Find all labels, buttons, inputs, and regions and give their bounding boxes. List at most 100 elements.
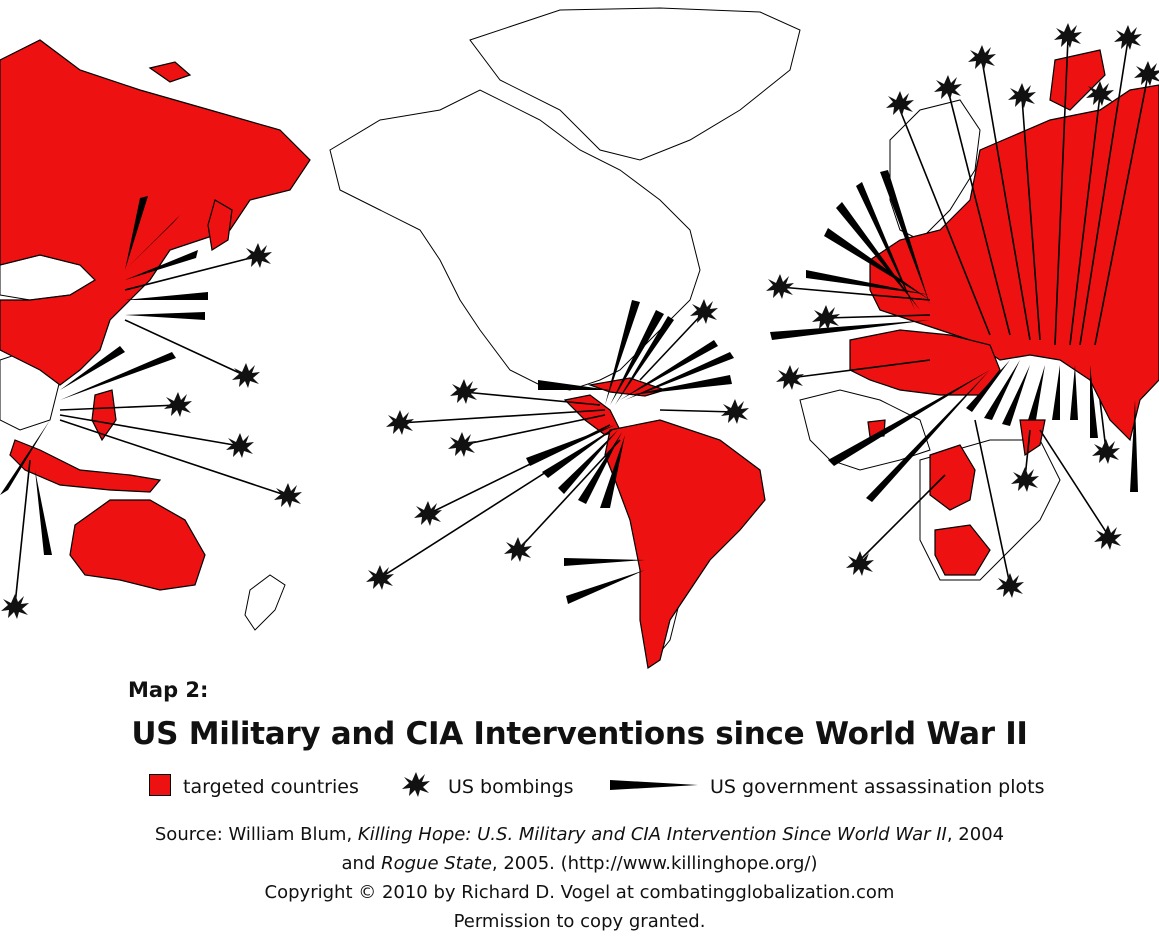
permission-line: Permission to copy granted. <box>453 911 706 932</box>
explosion-icon <box>690 299 718 324</box>
plot-wedge <box>125 215 180 270</box>
plot-wedge <box>966 360 1010 412</box>
source-line: Source: William Blum, Killing Hope: U.S.… <box>0 820 1159 849</box>
philippines <box>91 389 117 442</box>
bombing-lines <box>14 37 1149 606</box>
greenland <box>469 7 801 161</box>
plot-wedge <box>1028 365 1045 420</box>
explosion-icon <box>1094 525 1122 550</box>
plot-wedge <box>564 558 645 566</box>
plot-wedge <box>620 340 718 400</box>
explosion-icon <box>366 565 394 590</box>
explosion-icon <box>226 433 254 458</box>
and-text: and <box>341 853 382 874</box>
plot-wedge <box>625 352 734 400</box>
legend-plots-label: US government assassination plots <box>710 776 1045 798</box>
legend-targeted-label: targeted countries <box>183 776 359 798</box>
plot-wedge <box>538 380 610 390</box>
explosion-icon <box>846 551 874 576</box>
plot-wedge <box>824 228 930 300</box>
plot-wedge <box>856 182 915 310</box>
europe-russia <box>869 84 1159 442</box>
explosion-icon <box>414 501 442 526</box>
plot-wedge <box>615 316 674 405</box>
explosion-icon <box>504 537 532 562</box>
plot-wedge <box>1002 365 1030 426</box>
copyright-line: Copyright © 2010 by Richard D. Vogel at … <box>264 882 895 903</box>
plot-wedge <box>566 570 645 604</box>
plot-wedge <box>610 310 664 405</box>
explosion-icon <box>244 243 272 268</box>
world-map <box>0 7 1159 670</box>
plot-wedge <box>605 300 640 405</box>
plot-wedge <box>984 360 1020 420</box>
explosion-icon <box>968 45 996 70</box>
explosion-icon <box>934 75 962 100</box>
explosion-icon <box>766 274 794 299</box>
legend-bombings-label: US bombings <box>448 776 574 798</box>
explosion-icon <box>812 305 840 330</box>
assassination-plots <box>0 170 1138 604</box>
plot-wedge <box>1052 365 1060 420</box>
new-zealand <box>244 574 286 631</box>
credits: Source: William Blum, Killing Hope: U.S.… <box>0 820 1159 936</box>
west-africa <box>799 389 931 471</box>
map-label: Map 2: <box>128 678 209 702</box>
central-africa <box>929 444 976 511</box>
explosion-icon <box>232 363 260 388</box>
plot-wedge <box>836 202 920 310</box>
source-prefix: Source: William Blum, <box>154 824 358 845</box>
plot-wedge <box>630 375 732 395</box>
plot-wedge <box>1090 365 1098 438</box>
book1-year: , 2004 <box>946 824 1005 845</box>
plot-wedge <box>770 320 930 340</box>
legend: targeted countries US bombings US govern… <box>0 768 1159 808</box>
explosion-icon <box>996 573 1024 598</box>
book-title-killing-hope: Killing Hope: U.S. Military and CIA Inte… <box>357 824 947 845</box>
plot-wedge <box>0 420 50 495</box>
explosion-icon <box>448 432 476 457</box>
plot-wedge <box>125 312 205 320</box>
wedge-icon <box>610 780 698 790</box>
plot-wedge <box>558 430 618 494</box>
central-america <box>563 394 621 436</box>
plot-wedge <box>1070 365 1078 420</box>
explosion-icon <box>776 365 804 390</box>
explosion-icon <box>402 772 430 797</box>
explosion-icon <box>164 392 192 417</box>
japan <box>207 199 233 251</box>
plot-wedge <box>60 346 125 390</box>
map-title: US Military and CIA Interventions since … <box>131 716 1028 752</box>
horn-of-africa <box>1019 419 1046 457</box>
south-america <box>604 419 766 670</box>
explosion-icon <box>274 483 302 508</box>
plot-wedge <box>1130 400 1138 492</box>
explosion-icon <box>886 91 914 116</box>
explosion-icon <box>386 410 414 435</box>
plot-wedge <box>35 470 52 555</box>
explosion-icon <box>1092 439 1120 464</box>
book-title-rogue-state: Rogue State <box>381 853 492 874</box>
plot-wedge <box>600 435 625 508</box>
source-line-2: and Rogue State, 2005. (http://www.killi… <box>0 849 1159 878</box>
targeted-swatch <box>149 774 171 796</box>
russia-north-islands <box>1049 49 1106 111</box>
book2-rest: , 2005. (http://www.killinghope.org/) <box>491 853 818 874</box>
explosion-icon <box>450 379 478 404</box>
plot-wedge <box>866 370 990 502</box>
russia-east-china <box>0 39 311 386</box>
plot-wedge <box>60 352 176 400</box>
australia <box>69 499 206 591</box>
plot-wedge <box>880 170 930 305</box>
southern-africa <box>934 524 991 576</box>
plot-wedge <box>828 370 990 466</box>
plot-wedge <box>806 270 930 295</box>
plot-wedge <box>125 196 148 270</box>
targeted-countries <box>0 39 1159 670</box>
scandinavia <box>889 99 981 241</box>
plot-wedge <box>125 250 198 280</box>
kamchatka <box>148 61 192 83</box>
explosion-icon <box>1114 25 1142 50</box>
plot-wedge <box>125 292 208 300</box>
explosion-icon <box>1 594 29 619</box>
